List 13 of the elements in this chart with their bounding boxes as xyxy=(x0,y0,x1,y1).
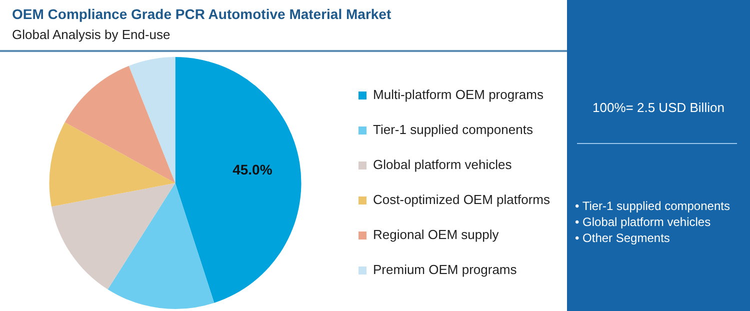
legend-label: Tier-1 supplied components xyxy=(373,122,534,138)
legend-label: Multi-platform OEM programs xyxy=(373,87,544,102)
text: • Global platform vehicles xyxy=(575,214,712,230)
legend-label: Cost-optimized OEM platforms xyxy=(373,192,550,208)
legend-label: Global platform vehicles xyxy=(373,157,512,172)
legend-label: Premium OEM programs xyxy=(373,262,518,278)
legend-label: Regional OEM supply xyxy=(373,227,500,242)
text: 100%= 2.5 USD Billion xyxy=(592,100,726,115)
text: • Other Segments xyxy=(575,230,671,246)
text: • Tier-1 supplied components xyxy=(575,198,730,214)
chart-title: OEM Compliance Grade PCR Automotive Material Market xyxy=(12,6,392,22)
data-label: 45.0% xyxy=(232,162,273,178)
chart-subtitle: Global Analysis by End-use xyxy=(12,27,170,42)
